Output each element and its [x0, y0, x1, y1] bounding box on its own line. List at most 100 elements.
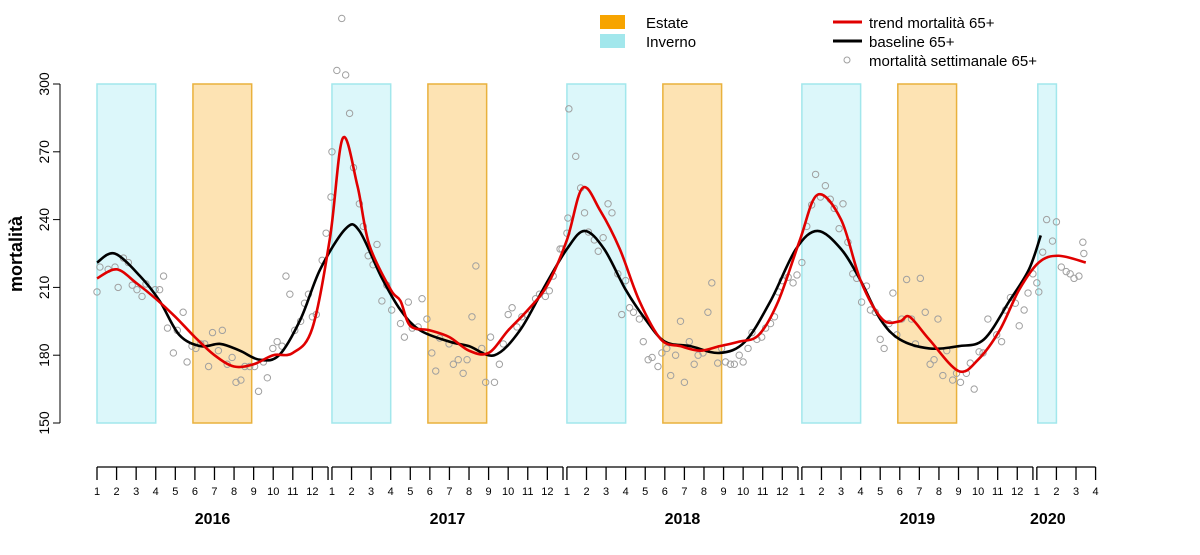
weekly-data-point [269, 344, 277, 353]
weekly-data-point [680, 378, 689, 387]
weekly-data-point [1079, 238, 1087, 246]
x-tick-label: 2 [348, 486, 354, 498]
weekly-data-point [495, 360, 504, 368]
weekly-data-point [428, 349, 436, 357]
weekly-data-point [618, 310, 626, 319]
weekly-data-point [545, 287, 553, 295]
x-tick-label: 1 [1034, 486, 1040, 498]
x-tick-label: 5 [877, 486, 883, 498]
weekly-data-point [1070, 274, 1078, 283]
x-tick-label: 11 [287, 486, 298, 498]
weekly-data-point [857, 298, 866, 306]
weekly-data-point [975, 348, 983, 356]
weekly-data-point [286, 290, 294, 298]
x-tick-label: 12 [306, 486, 318, 498]
weekly-data-point [508, 304, 516, 312]
weekly-data-point [345, 109, 354, 118]
y-tick-label: 270 [36, 140, 52, 164]
weekly-data-point [114, 283, 122, 292]
x-tick-label: 1 [564, 486, 570, 498]
weekly-data-point [155, 285, 164, 294]
x-tick-label: 3 [1073, 486, 1079, 498]
weekly-data-point [880, 344, 888, 353]
x-tick-label: 10 [972, 486, 984, 498]
weekly-data-point [1039, 248, 1047, 256]
weekly-data-point [1080, 249, 1088, 258]
weekly-data-point [214, 346, 223, 355]
weekly-data-point [504, 310, 512, 319]
weekly-data-point [273, 337, 281, 346]
trend-line [96, 135, 1087, 374]
legend-point-weekly [843, 56, 851, 64]
y-tick-label: 180 [36, 343, 52, 367]
weekly-data-point [96, 263, 104, 271]
x-tick-label: 1 [94, 486, 100, 498]
y-tick-label: 150 [36, 411, 52, 435]
trend-lines [96, 135, 1087, 374]
weekly-data-point [726, 360, 735, 368]
weekly-data-point [921, 308, 929, 316]
weekly-data-point [984, 315, 992, 323]
weekly-data-point [580, 209, 589, 217]
weekly-data-point [1052, 218, 1061, 226]
weekly-data-point [463, 356, 471, 364]
year-label: 2016 [195, 511, 231, 528]
weekly-data-point [237, 376, 245, 384]
legend-label-weekly: mortalità settimanale 65+ [869, 53, 1037, 70]
weekly-data-point [1033, 279, 1041, 287]
weekly-data-point [513, 323, 521, 331]
x-tick-label: 7 [446, 486, 452, 498]
weekly-data-point [970, 385, 978, 393]
x-tick-label: 7 [681, 486, 687, 498]
x-tick-label: 1 [799, 486, 805, 498]
weekly-data-point [396, 319, 405, 328]
x-tick-label: 9 [486, 486, 492, 498]
weekly-data-point [179, 308, 187, 316]
x-tick-label: 10 [267, 486, 279, 498]
weekly-data-point [204, 362, 213, 371]
weekly-data-point [254, 387, 263, 396]
weekly-data-point [128, 281, 136, 289]
x-tick-label: 8 [466, 486, 472, 498]
weekly-data-point [639, 337, 647, 346]
weekly-data-point [866, 306, 875, 314]
weekly-data-point [163, 324, 172, 332]
weekly-data-point [183, 358, 191, 366]
weekly-data-point [449, 360, 458, 368]
weekly-data-point [378, 297, 386, 305]
weekly-data-point [472, 262, 480, 270]
weekly-data-point [263, 374, 272, 382]
weekly-data-point [735, 351, 743, 359]
x-tick-label: 11 [522, 486, 533, 498]
x-tick-label: 12 [776, 486, 788, 498]
x-tick-label: 4 [623, 486, 629, 498]
y-axis-label: mortalità [6, 215, 26, 292]
x-tick-label: 12 [541, 486, 553, 498]
x-tick-label: 6 [662, 486, 668, 498]
weekly-data-point [835, 224, 843, 233]
weekly-data-point [713, 359, 722, 367]
legend-label-estate: Estate [646, 15, 689, 32]
weekly-data-point [341, 71, 350, 79]
x-tick-label: 4 [153, 486, 159, 498]
x-tick-label: 2 [583, 486, 589, 498]
x-tick-label: 5 [172, 486, 178, 498]
weekly-data-point [889, 289, 897, 297]
weekly-data-point [565, 105, 573, 113]
weekly-data-point [948, 376, 957, 384]
weekly-data-point [499, 340, 507, 348]
weekly-data-point [228, 353, 236, 362]
x-tick-label: 4 [388, 486, 394, 498]
weekly-data-point [654, 362, 662, 371]
weekly-data-point [481, 378, 490, 387]
weekly-data-point [658, 349, 666, 357]
x-tick-label: 3 [133, 486, 139, 498]
weekly-data-point [604, 200, 612, 208]
x-tick-label: 10 [502, 486, 514, 498]
weekly-data-point [282, 272, 290, 280]
x-tick-label: 4 [858, 486, 864, 498]
weekly-data-point [739, 358, 747, 366]
legend-swatch-inverno [600, 34, 625, 48]
weekly-data-point [902, 275, 911, 284]
